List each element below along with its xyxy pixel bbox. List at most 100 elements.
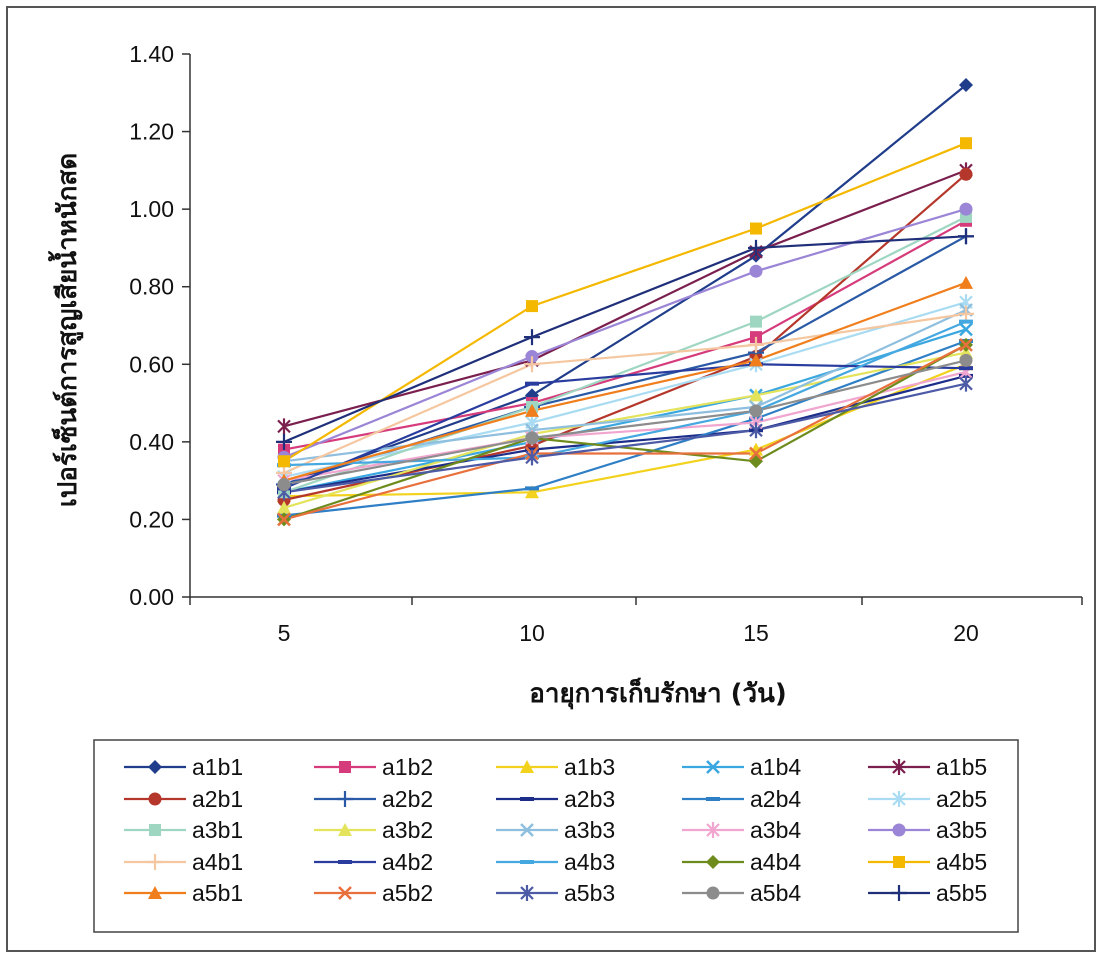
data-point-a4b5	[750, 222, 762, 235]
data-point-a1b5	[277, 418, 291, 435]
data-point-a4b4	[749, 454, 763, 469]
legend-label: a1b1	[192, 754, 243, 780]
data-point-a5b2	[959, 338, 973, 352]
legend-swatch-marker	[891, 885, 907, 901]
data-point-a5b5	[748, 239, 764, 256]
legend-label: a5b1	[192, 880, 243, 906]
series-line-a5b2	[283, 343, 967, 521]
data-point-a2b1	[959, 167, 973, 181]
data-point-a3b2	[749, 388, 763, 402]
legend-swatch-marker	[893, 856, 905, 868]
data-point-a5b2	[749, 446, 763, 461]
y-tick-label: 1.40	[129, 41, 174, 67]
x-tick-label: 20	[953, 620, 979, 646]
legend-box	[93, 739, 1019, 933]
data-point-a4b3	[959, 319, 973, 324]
legend-item-a3b1: a3b1	[124, 817, 243, 843]
legend-swatch-marker	[338, 886, 352, 900]
series-line-a5b4	[283, 359, 967, 486]
legend-label: a3b1	[192, 817, 243, 843]
legend-item-a2b5: a2b5	[868, 786, 987, 812]
legend-item-a4b2: a4b2	[314, 849, 433, 875]
x-tick-label: 5	[278, 620, 291, 646]
y-tick-label: 0.00	[129, 584, 174, 610]
series-line-a5b3	[283, 382, 967, 494]
legend-label: a1b5	[936, 754, 987, 780]
series-line-a1b4	[283, 328, 967, 494]
legend-swatch-marker	[148, 792, 162, 806]
legend-item-a2b3: a2b3	[496, 786, 615, 812]
legend-item-a1b3: a1b3	[496, 754, 615, 780]
series-line-a3b4	[283, 370, 967, 482]
legend-swatch-marker	[147, 854, 163, 870]
y-tick-label: 1.00	[129, 196, 174, 222]
data-point-a3b5	[749, 264, 763, 278]
legend: a1b1 a1b2 a1b3 a1b4 a1b5 a2b1 a2b2 a2b3 a2b4 a2b5…	[124, 754, 987, 906]
y-axis-ticks: 0.00 0.20 0.40 0.60 0.80 1.00 1.20 1.40	[129, 41, 190, 610]
y-tick-label: 1.20	[129, 119, 174, 145]
data-point-a5b3	[525, 449, 539, 466]
series-line-a5b5	[283, 235, 967, 443]
legend-label: a1b2	[382, 754, 433, 780]
data-point-a4b2	[525, 381, 539, 386]
data-point-a3b5	[959, 202, 973, 216]
legend-item-a1b2: a1b2	[314, 754, 433, 780]
axes	[189, 54, 1082, 598]
legend-swatch-marker	[520, 885, 534, 901]
data-point-a5b4	[277, 478, 291, 492]
data-point-a3b1	[750, 315, 762, 328]
legend-label: a5b5	[936, 880, 987, 906]
legend-item-a4b5: a4b5	[868, 849, 987, 875]
legend-swatch-marker	[149, 824, 161, 836]
x-tick-label: 15	[743, 620, 769, 646]
legend-swatch-marker	[520, 797, 534, 801]
legend-label: a2b4	[750, 786, 801, 812]
legend-item-a5b5: a5b5	[868, 880, 987, 906]
legend-item-a5b4: a5b4	[682, 880, 801, 906]
data-point-a4b5	[278, 455, 290, 468]
legend-item-a5b1: a5b1	[124, 880, 243, 906]
legend-label: a2b2	[382, 786, 433, 812]
data-point-a5b4	[959, 353, 973, 367]
legend-item-a1b4: a1b4	[682, 754, 801, 780]
legend-item-a3b5: a3b5	[868, 817, 987, 843]
legend-label: a3b2	[382, 817, 433, 843]
legend-swatch-marker	[892, 791, 906, 807]
legend-label: a3b3	[564, 817, 615, 843]
legend-item-a2b2: a2b2	[314, 786, 433, 812]
data-point-a1b3	[525, 485, 539, 499]
legend-item-a1b5: a1b5	[868, 754, 987, 780]
legend-item-a3b4: a3b4	[682, 817, 801, 843]
data-point-a4b5	[960, 137, 972, 150]
legend-item-a4b1: a4b1	[124, 849, 243, 875]
data-point-a4b1	[748, 336, 764, 353]
series-lines	[283, 84, 967, 521]
legend-label: a4b2	[382, 849, 433, 875]
legend-item-a4b3: a4b3	[496, 849, 615, 875]
series-line-a4b1	[283, 312, 967, 474]
legend-label: a4b1	[192, 849, 243, 875]
legend-swatch-marker	[520, 823, 534, 837]
legend-swatch-marker	[892, 759, 906, 775]
legend-swatch-marker	[148, 760, 162, 774]
series-line-a1b2	[283, 219, 967, 451]
legend-label: a5b2	[382, 880, 433, 906]
legend-label: a3b5	[936, 817, 987, 843]
y-tick-label: 0.40	[129, 429, 174, 455]
x-tick-label: 10	[519, 620, 545, 646]
data-point-a5b5	[276, 433, 292, 450]
series-line-a5b1	[283, 281, 967, 482]
data-point-a1b4	[959, 322, 973, 337]
data-point-a5b1	[525, 403, 539, 417]
legend-item-a1b1: a1b1	[124, 754, 243, 780]
legend-item-a3b3: a3b3	[496, 817, 615, 843]
legend-swatch-marker	[339, 761, 351, 773]
legend-label: a1b4	[750, 754, 801, 780]
data-point-a5b4	[525, 431, 539, 445]
data-point-a1b3	[749, 442, 763, 456]
y-tick-label: 0.80	[129, 274, 174, 300]
legend-item-a2b4: a2b4	[682, 786, 801, 812]
legend-label: a2b3	[564, 786, 615, 812]
series-line-a1b5	[283, 169, 967, 428]
series-line-a2b1	[283, 173, 967, 502]
